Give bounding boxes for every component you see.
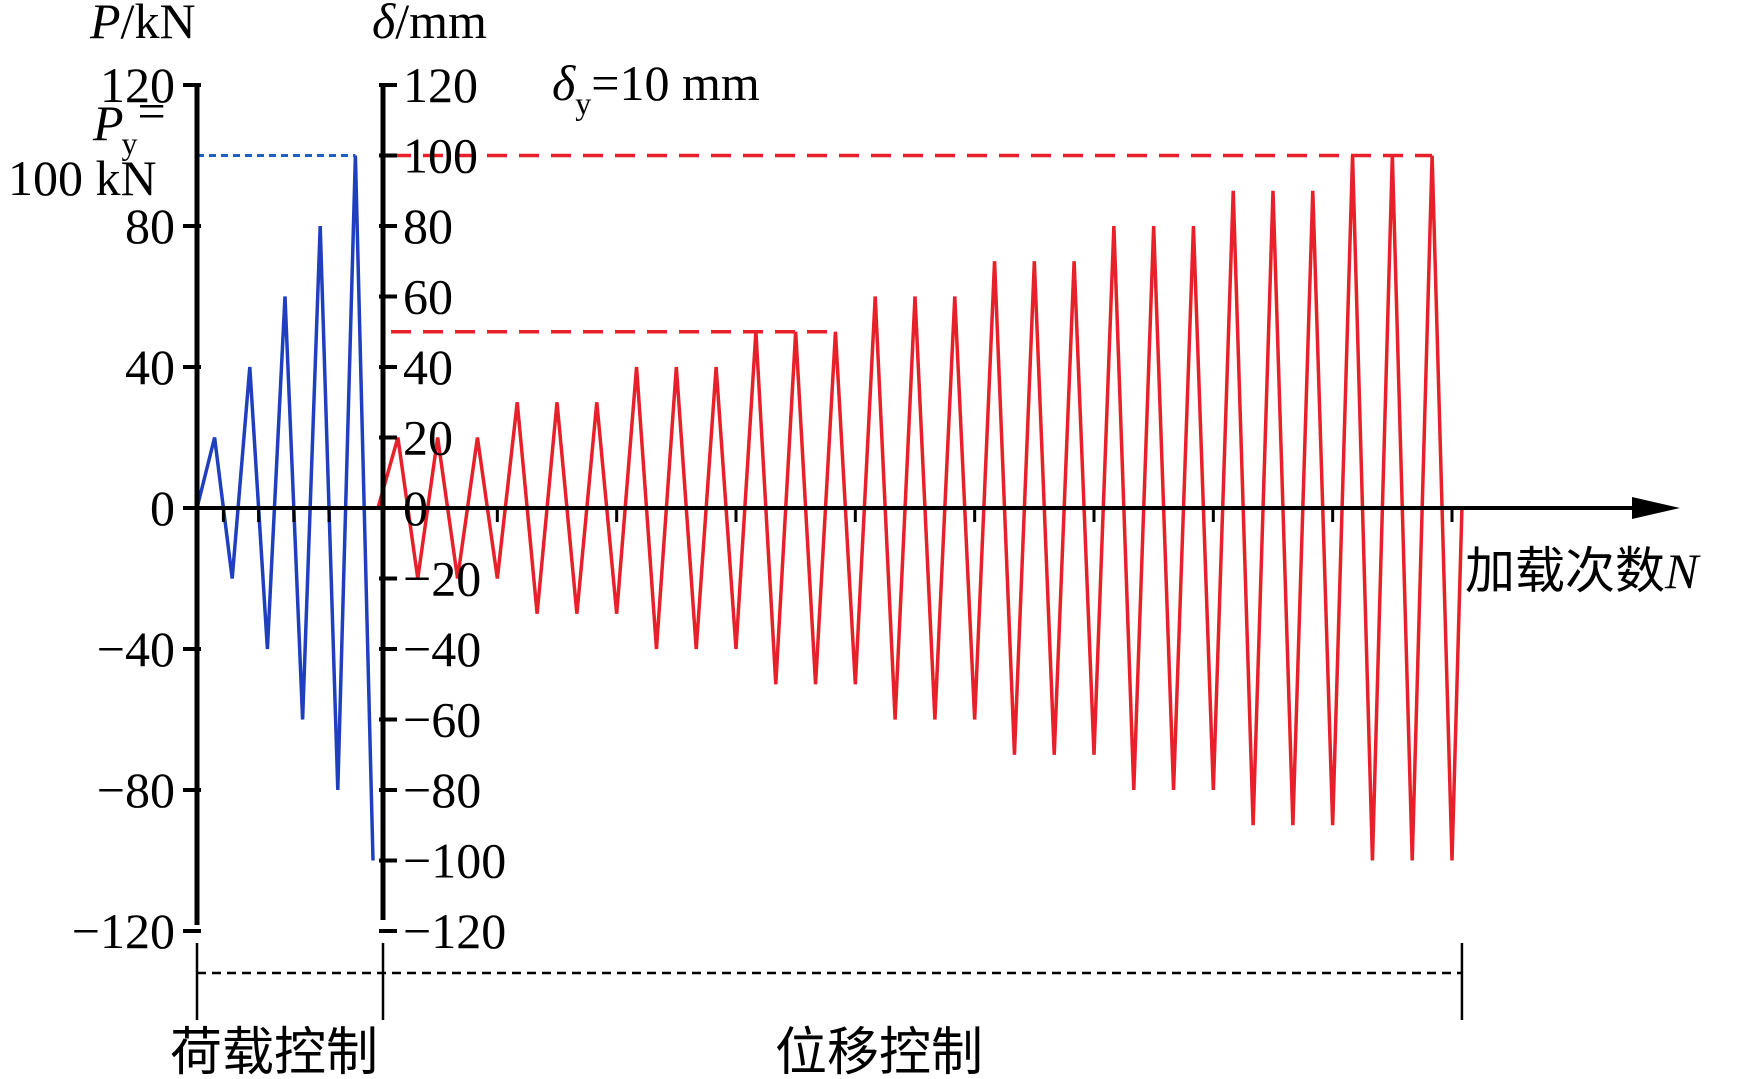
- load-yield-label: Py=: [92, 83, 166, 161]
- right-tick-label: 60: [403, 269, 453, 325]
- axes-layer: 12080400−40−80−120120100806040200−20−40−…: [72, 57, 1680, 1020]
- left-tick-label: −40: [97, 621, 175, 677]
- right-tick-label: 100: [403, 128, 478, 184]
- left-axis-title: P/kN: [89, 0, 196, 49]
- left-tick-label: 40: [125, 339, 175, 395]
- text-layer: P/kN δ/mm δy=10 mm Py= 100 kN 加载次数N 荷载控制…: [8, 0, 1701, 1079]
- right-tick-label: −60: [403, 692, 481, 748]
- displacement-control-label: 位移控制: [775, 1025, 983, 1079]
- load-control-series: [195, 155, 375, 861]
- x-axis-title: 加载次数N: [1465, 543, 1701, 599]
- right-tick-label: −100: [403, 833, 506, 889]
- right-tick-label: 40: [403, 339, 453, 395]
- x-axis-arrow: [1632, 497, 1680, 519]
- right-tick-label: 20: [403, 410, 453, 466]
- load-control-label: 荷载控制: [170, 1025, 378, 1079]
- right-tick-label: −120: [403, 903, 506, 959]
- displacement-yield-label: δy=10 mm: [552, 55, 760, 121]
- right-tick-label: −80: [403, 762, 481, 818]
- right-tick-label: −20: [403, 551, 481, 607]
- right-axis-title: δ/mm: [372, 0, 487, 49]
- reference-lines: [197, 153, 1433, 334]
- left-tick-label: −120: [72, 903, 175, 959]
- right-tick-label: 120: [403, 57, 478, 113]
- left-tick-label: −80: [97, 762, 175, 818]
- left-tick-label: 80: [125, 198, 175, 254]
- left-tick-label: 0: [150, 480, 175, 536]
- right-tick-label: −40: [403, 621, 481, 677]
- left-tick-label: 120: [100, 57, 175, 113]
- right-tick-label: 80: [403, 198, 453, 254]
- load-yield-value: 100 kN: [8, 150, 157, 206]
